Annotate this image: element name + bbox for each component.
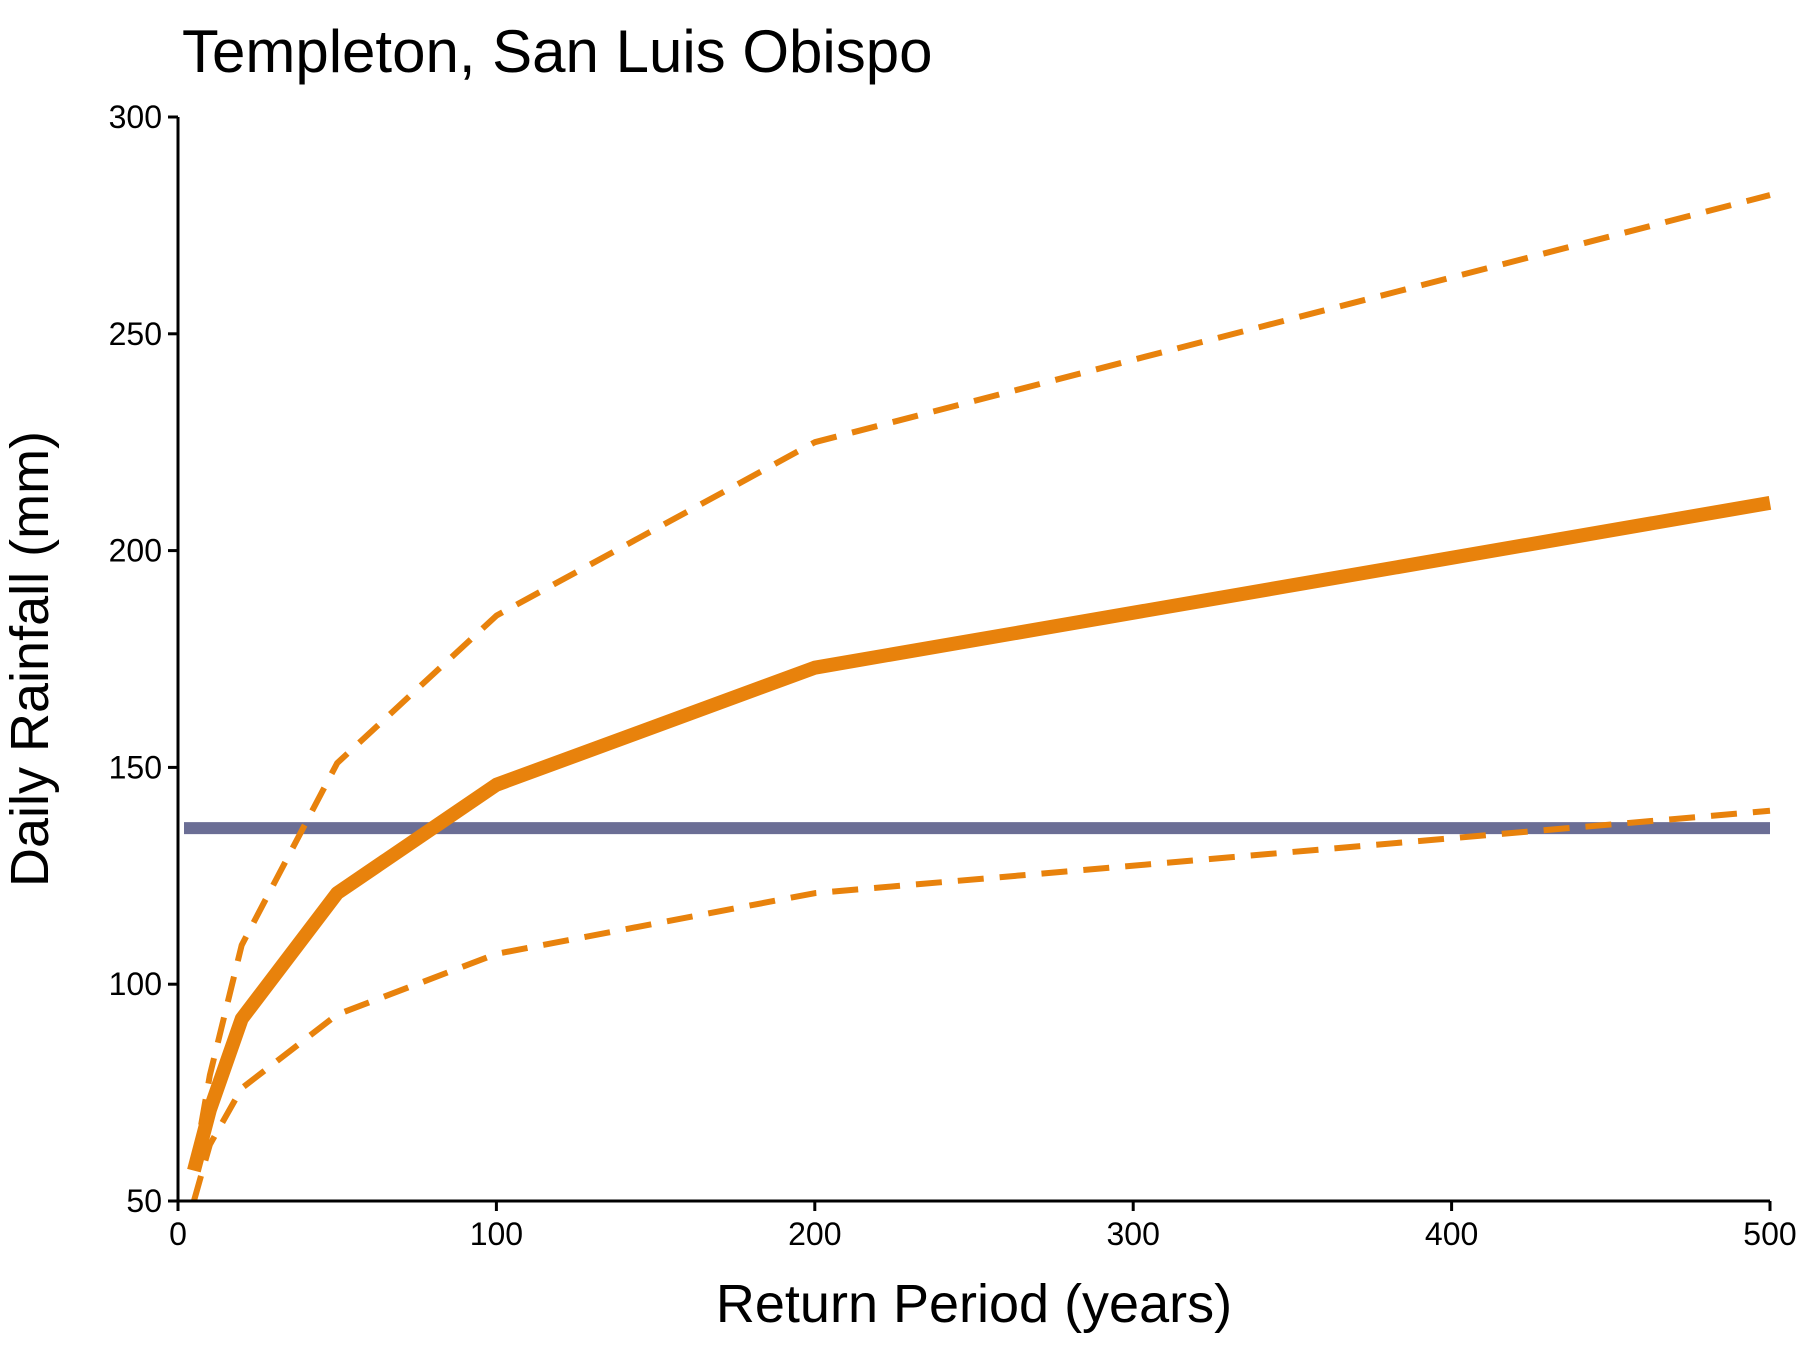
estimate-line bbox=[187, 496, 1772, 1173]
x-tick-label: 400 bbox=[1425, 1216, 1478, 1252]
chart-title: Templeton, San Luis Obispo bbox=[182, 18, 932, 85]
y-tick-label: 50 bbox=[126, 1183, 162, 1219]
y-tick-label: 150 bbox=[109, 749, 162, 785]
plot-area bbox=[184, 192, 1772, 1202]
x-tick-label: 300 bbox=[1107, 1216, 1160, 1252]
y-axis-label: Daily Rainfall (mm) bbox=[0, 431, 60, 887]
bound-line bbox=[190, 192, 1771, 1167]
y-tick-label: 200 bbox=[109, 533, 162, 569]
x-tick-label: 500 bbox=[1743, 1216, 1796, 1252]
y-tick-label: 100 bbox=[109, 966, 162, 1002]
y-tick-label: 300 bbox=[109, 99, 162, 135]
y-tick-label: 250 bbox=[109, 316, 162, 352]
bound-line bbox=[191, 807, 1771, 1202]
x-tick-label: 200 bbox=[788, 1216, 841, 1252]
x-axis-label: Return Period (years) bbox=[716, 1274, 1232, 1334]
x-tick-label: 0 bbox=[169, 1216, 187, 1252]
x-tick-label: 100 bbox=[470, 1216, 523, 1252]
